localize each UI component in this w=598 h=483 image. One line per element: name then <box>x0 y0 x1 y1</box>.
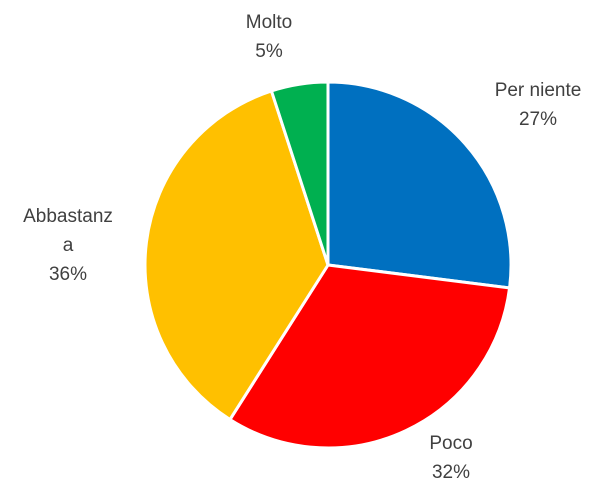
slice-name: a <box>63 235 74 256</box>
slice-name: Per niente <box>495 80 582 101</box>
slice-label: Per niente 27% <box>495 80 582 130</box>
pie-slice-molto <box>269 80 330 267</box>
pie-slice-abbastanza <box>143 89 330 422</box>
slice-percentage: 32% <box>432 462 470 483</box>
slice-labels: Per niente 27% Poco 32% Abbastanz a 36% Molto 5% <box>23 12 581 483</box>
pie-slices <box>143 80 513 450</box>
slice-percentage: 27% <box>519 109 557 130</box>
slice-label: Molto 5% <box>246 12 292 62</box>
slice-name: Abbastanz <box>23 206 113 227</box>
slice-name: Molto <box>246 12 292 33</box>
slice-percentage: 5% <box>255 41 283 62</box>
pie-slice-per-niente <box>326 80 513 290</box>
slice-label: Abbastanz a 36% <box>23 206 113 285</box>
slice-percentage: 36% <box>49 264 87 285</box>
slice-name: Poco <box>429 433 472 454</box>
slice-label: Poco 32% <box>429 433 472 483</box>
